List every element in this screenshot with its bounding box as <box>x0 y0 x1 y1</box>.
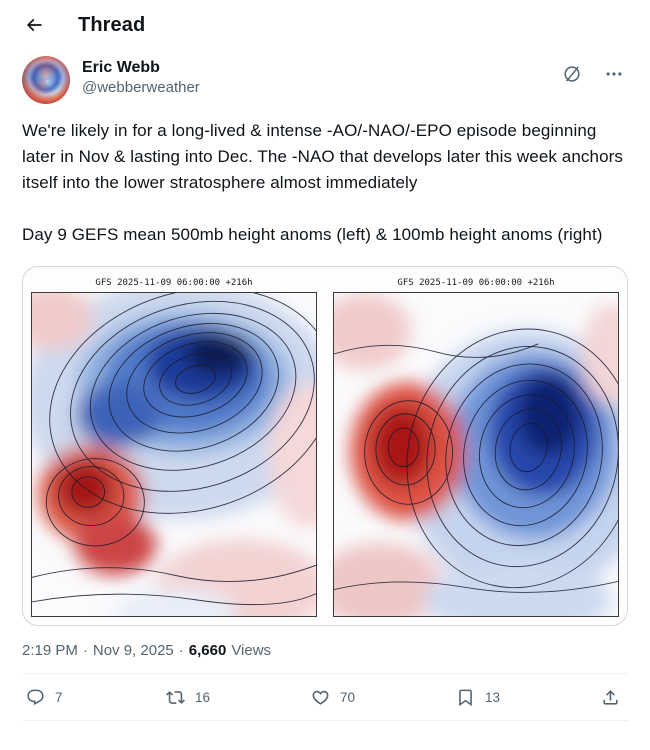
tweet-media[interactable]: GFS 2025-11-09 06:00:00 +216h <box>22 266 628 626</box>
tweet-date: Nov 9, 2025 <box>92 642 174 659</box>
tweet-paragraph-1: We're likely in for a long-lived & inten… <box>22 121 623 192</box>
map-100mb-svg <box>334 293 618 616</box>
tweet-body: We're likely in for a long-lived & inten… <box>22 118 628 248</box>
tweet-time: 2:19 PM <box>22 642 78 659</box>
bookmark-button[interactable]: 13 <box>456 688 500 707</box>
map-500mb-svg <box>32 293 316 616</box>
map-image-100mb <box>333 292 619 617</box>
share-icon <box>603 689 618 705</box>
meta-separator: · <box>178 642 184 659</box>
share-button[interactable] <box>601 688 620 707</box>
map-panel-500mb[interactable]: GFS 2025-11-09 06:00:00 +216h <box>31 275 317 617</box>
views-label: Views <box>231 642 272 659</box>
tweet-header: Eric Webb @webberweather <box>22 56 628 104</box>
like-icon <box>312 690 329 705</box>
bookmark-count: 13 <box>484 689 500 705</box>
more-icon <box>606 72 622 76</box>
author-block[interactable]: Eric Webb @webberweather <box>82 56 200 98</box>
map-caption-left: GFS 2025-11-09 06:00:00 +216h <box>95 278 253 288</box>
tweet-header-actions <box>558 56 628 88</box>
repost-icon <box>166 690 185 704</box>
tweet-meta: 2:19 PM · Nov 9, 2025 · 6,660 Views <box>22 626 628 673</box>
meta-separator: · <box>82 642 88 659</box>
like-count: 70 <box>339 689 355 705</box>
author-handle: @webberweather <box>82 79 200 96</box>
reply-button[interactable]: 7 <box>26 688 65 707</box>
page-title: Thread <box>78 13 146 36</box>
grok-button[interactable] <box>558 60 586 88</box>
avatar[interactable] <box>22 56 70 104</box>
bookmark-icon <box>459 689 472 706</box>
tweet: Eric Webb @webberweather We're likely in… <box>0 50 650 721</box>
map-image-500mb <box>31 292 317 617</box>
back-arrow-icon <box>26 18 42 32</box>
tweet-paragraph-2: Day 9 GEFS mean 500mb height anoms (left… <box>22 225 603 244</box>
author-name[interactable]: Eric Webb <box>82 59 160 76</box>
header: Thread <box>0 0 650 50</box>
reply-icon <box>27 689 44 705</box>
back-button[interactable] <box>16 7 52 43</box>
more-button[interactable] <box>600 60 628 88</box>
map-caption-right: GFS 2025-11-09 06:00:00 +216h <box>397 278 555 288</box>
repost-count: 16 <box>194 689 210 705</box>
grok-slashed-circle-icon <box>564 66 580 82</box>
map-pair: GFS 2025-11-09 06:00:00 +216h <box>31 275 619 617</box>
views-count: 6,660 <box>188 642 227 659</box>
repost-button[interactable]: 16 <box>166 688 210 707</box>
map-panel-100mb[interactable]: GFS 2025-11-09 06:00:00 +216h <box>333 275 619 617</box>
reply-count: 7 <box>55 689 63 705</box>
tweet-action-bar: 7 16 70 13 <box>22 673 628 721</box>
like-button[interactable]: 70 <box>311 688 355 707</box>
